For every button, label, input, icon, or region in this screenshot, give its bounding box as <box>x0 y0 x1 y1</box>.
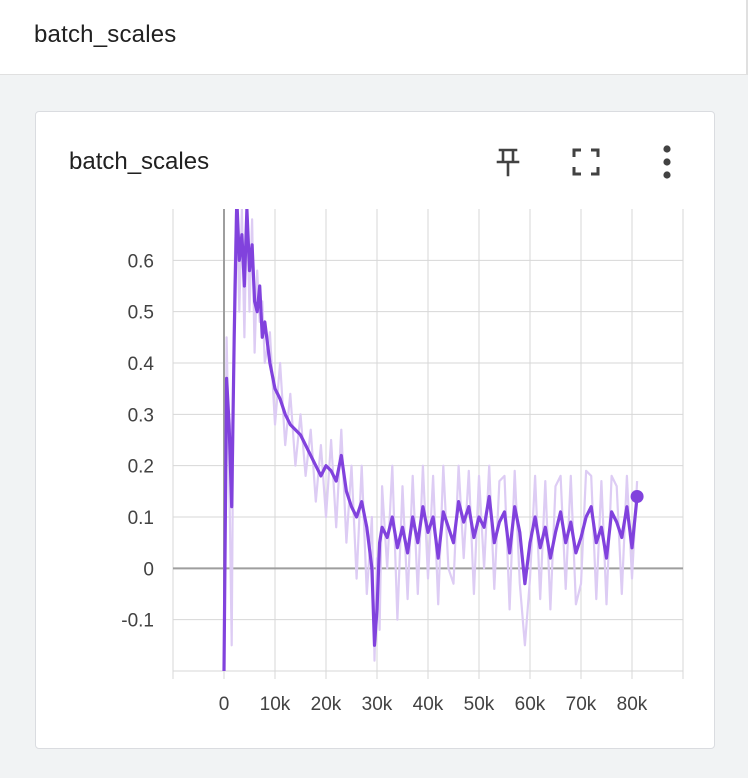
pin-icon[interactable] <box>488 140 528 184</box>
chart-card: batch_scales -0.1 0 0.1 0.2 0.3 0.4 0.5 0.6 0 10k… <box>35 111 715 749</box>
x-tick-label: 70k <box>566 694 597 715</box>
series-last-point <box>630 489 644 503</box>
y-tick-label: 0.5 <box>128 303 154 324</box>
y-tick-label: 0 <box>143 559 154 580</box>
x-tick-label: 60k <box>515 694 546 715</box>
x-tick-label: 10k <box>260 694 291 715</box>
y-tick-label: 0.1 <box>128 508 154 529</box>
y-tick-label: 0.6 <box>128 251 154 272</box>
series-line-smoothed <box>222 209 639 671</box>
y-tick-label: -0.1 <box>121 611 154 632</box>
x-tick-label: 30k <box>362 694 393 715</box>
line-chart: -0.1 0 0.1 0.2 0.3 0.4 0.5 0.6 0 10k 20k 30k 40k 50k 6… <box>121 209 684 715</box>
fullscreen-icon[interactable] <box>566 140 606 184</box>
more-vert-icon[interactable] <box>647 140 687 184</box>
section-title: batch_scales <box>34 21 177 48</box>
y-tick-label: 0.4 <box>128 354 155 375</box>
x-tick-label: 50k <box>464 694 495 715</box>
section-header: batch_scales <box>0 0 748 75</box>
y-tick-label: 0.2 <box>128 457 154 478</box>
x-tick-label: 20k <box>311 694 342 715</box>
series-line-raw <box>222 209 639 671</box>
card-title: batch_scales <box>69 148 210 175</box>
y-tick-label: 0.3 <box>128 405 154 426</box>
x-tick-label: 40k <box>413 694 444 715</box>
x-tick-label: 0 <box>219 694 230 715</box>
x-tick-label: 80k <box>617 694 648 715</box>
